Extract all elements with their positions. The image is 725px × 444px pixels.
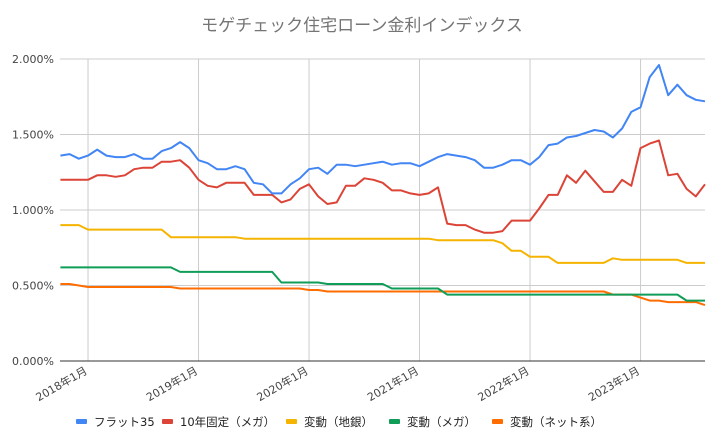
legend-swatch xyxy=(492,419,503,424)
legend-label: 変動（地銀） xyxy=(304,415,373,429)
legend-swatch xyxy=(162,419,173,424)
legend-label: フラット35 xyxy=(94,415,155,429)
legend-label: 変動（ネット系） xyxy=(510,415,602,429)
legend-item: 変動（地銀） xyxy=(286,415,373,429)
y-tick-label: 1.000% xyxy=(12,204,54,217)
series-line xyxy=(60,283,706,307)
x-tick-label: 2019年1月 xyxy=(144,363,200,404)
legend-item: 10年固定（メガ） xyxy=(162,415,275,429)
gridlines xyxy=(60,58,705,361)
legend-item: 変動（ネット系） xyxy=(492,415,602,429)
x-tick-label: 2020年1月 xyxy=(254,363,310,404)
x-tick-label: 2018年1月 xyxy=(33,363,89,404)
y-tick-label: 1.500% xyxy=(12,129,54,142)
legend-label: 10年固定（メガ） xyxy=(180,415,275,429)
series-line xyxy=(60,139,706,234)
x-tick-label: 2021年1月 xyxy=(365,363,421,404)
y-tick-label: 2.000% xyxy=(12,53,54,66)
series-line xyxy=(60,224,705,264)
legend-swatch xyxy=(76,419,87,424)
x-tick-label: 2023年1月 xyxy=(586,363,642,404)
x-axis-ticks: 2018年1月 2019年1月 2020年1月 2021年1月 2022年1月 2023年… xyxy=(33,363,642,404)
legend-label: 変動（メガ） xyxy=(407,415,476,429)
legend-item: 変動（メガ） xyxy=(389,415,476,429)
y-axis-ticks: 0.000% 0.500% 1.000% 1.500% 2.000% xyxy=(12,53,54,368)
legend-item: フラット35 xyxy=(76,415,155,429)
series-line xyxy=(60,266,705,302)
legend: フラット35 10年固定（メガ） 変動（地銀） 変動（メガ） 変動（ネット系） xyxy=(76,415,602,429)
y-tick-label: 0.000% xyxy=(12,355,54,368)
legend-swatch xyxy=(286,419,297,424)
y-tick-label: 0.500% xyxy=(12,280,54,293)
x-tick-label: 2022年1月 xyxy=(475,363,531,404)
series-lines xyxy=(60,64,706,307)
series-line xyxy=(60,64,706,195)
legend-swatch xyxy=(389,419,400,424)
chart-title: モゲチェック住宅ローン金利インデックス xyxy=(201,15,523,36)
